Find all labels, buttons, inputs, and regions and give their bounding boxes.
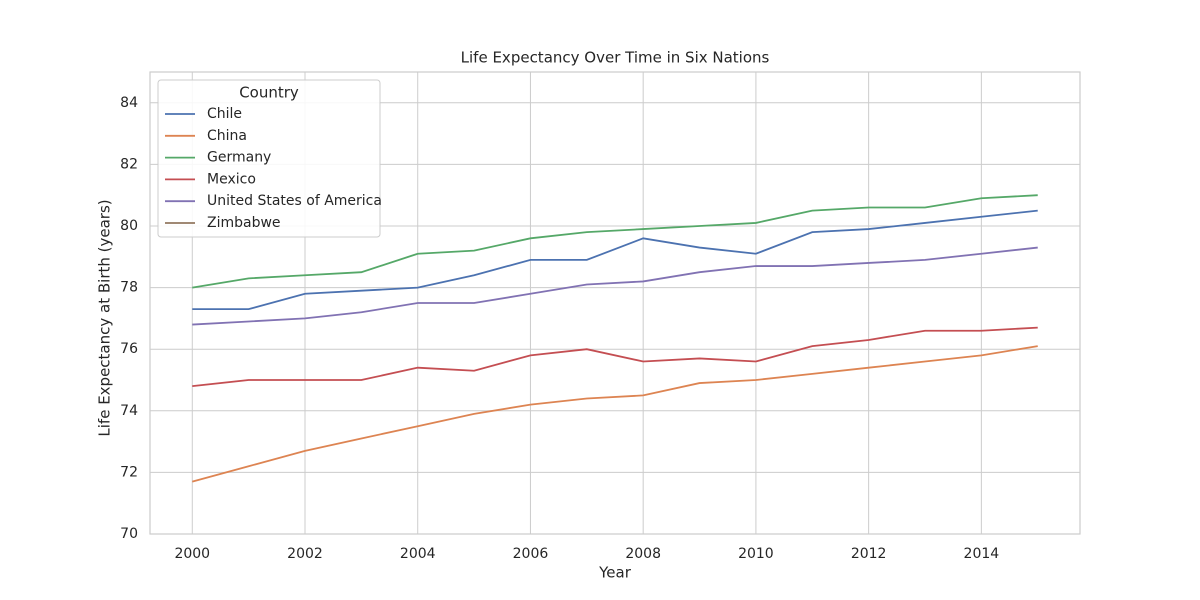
y-tick-label: 74 xyxy=(120,403,138,419)
y-axis-label: Life Expectancy at Birth (years) xyxy=(96,199,114,436)
x-tick-label: 2014 xyxy=(964,546,1000,562)
legend-label: Mexico xyxy=(207,171,256,187)
x-tick-label: 2006 xyxy=(513,546,549,562)
series-line xyxy=(192,246,1038,326)
y-tick-label: 80 xyxy=(120,218,138,234)
legend-label: China xyxy=(207,128,247,144)
x-axis-label: Year xyxy=(598,564,632,582)
y-tick-label: 82 xyxy=(120,156,138,172)
series-line xyxy=(192,326,1038,388)
series-line xyxy=(192,345,1038,483)
x-tick-label: 2012 xyxy=(851,546,887,562)
series-line xyxy=(192,209,1038,311)
legend-label: Germany xyxy=(207,150,271,166)
x-tick-label: 2010 xyxy=(738,546,774,562)
legend-label: Zimbabwe xyxy=(207,215,281,231)
y-tick-label: 76 xyxy=(120,341,138,357)
legend-box xyxy=(157,79,381,238)
x-tick-label: 2004 xyxy=(400,546,436,562)
chart-title: Life Expectancy Over Time in Six Nations xyxy=(461,49,770,67)
y-tick-label: 84 xyxy=(120,95,138,111)
x-tick-label: 2000 xyxy=(174,546,210,562)
series-line xyxy=(192,194,1038,289)
y-tick-label: 70 xyxy=(120,526,138,542)
y-tick-label: 78 xyxy=(120,280,138,296)
y-tick-label: 72 xyxy=(120,464,138,480)
legend-label: Chile xyxy=(207,106,242,122)
legend-label: United States of America xyxy=(207,193,382,209)
x-tick-label: 2002 xyxy=(287,546,323,562)
legend-title: Country xyxy=(239,84,299,102)
x-tick-label: 2008 xyxy=(625,546,661,562)
